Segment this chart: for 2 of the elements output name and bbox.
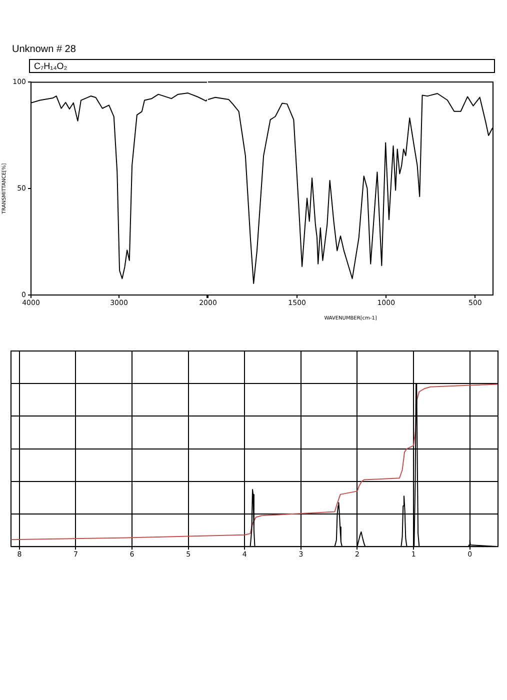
- chart-title: Unknown # 28: [12, 44, 76, 55]
- chart-subtitle: C₇H₁₄O₂: [29, 59, 495, 73]
